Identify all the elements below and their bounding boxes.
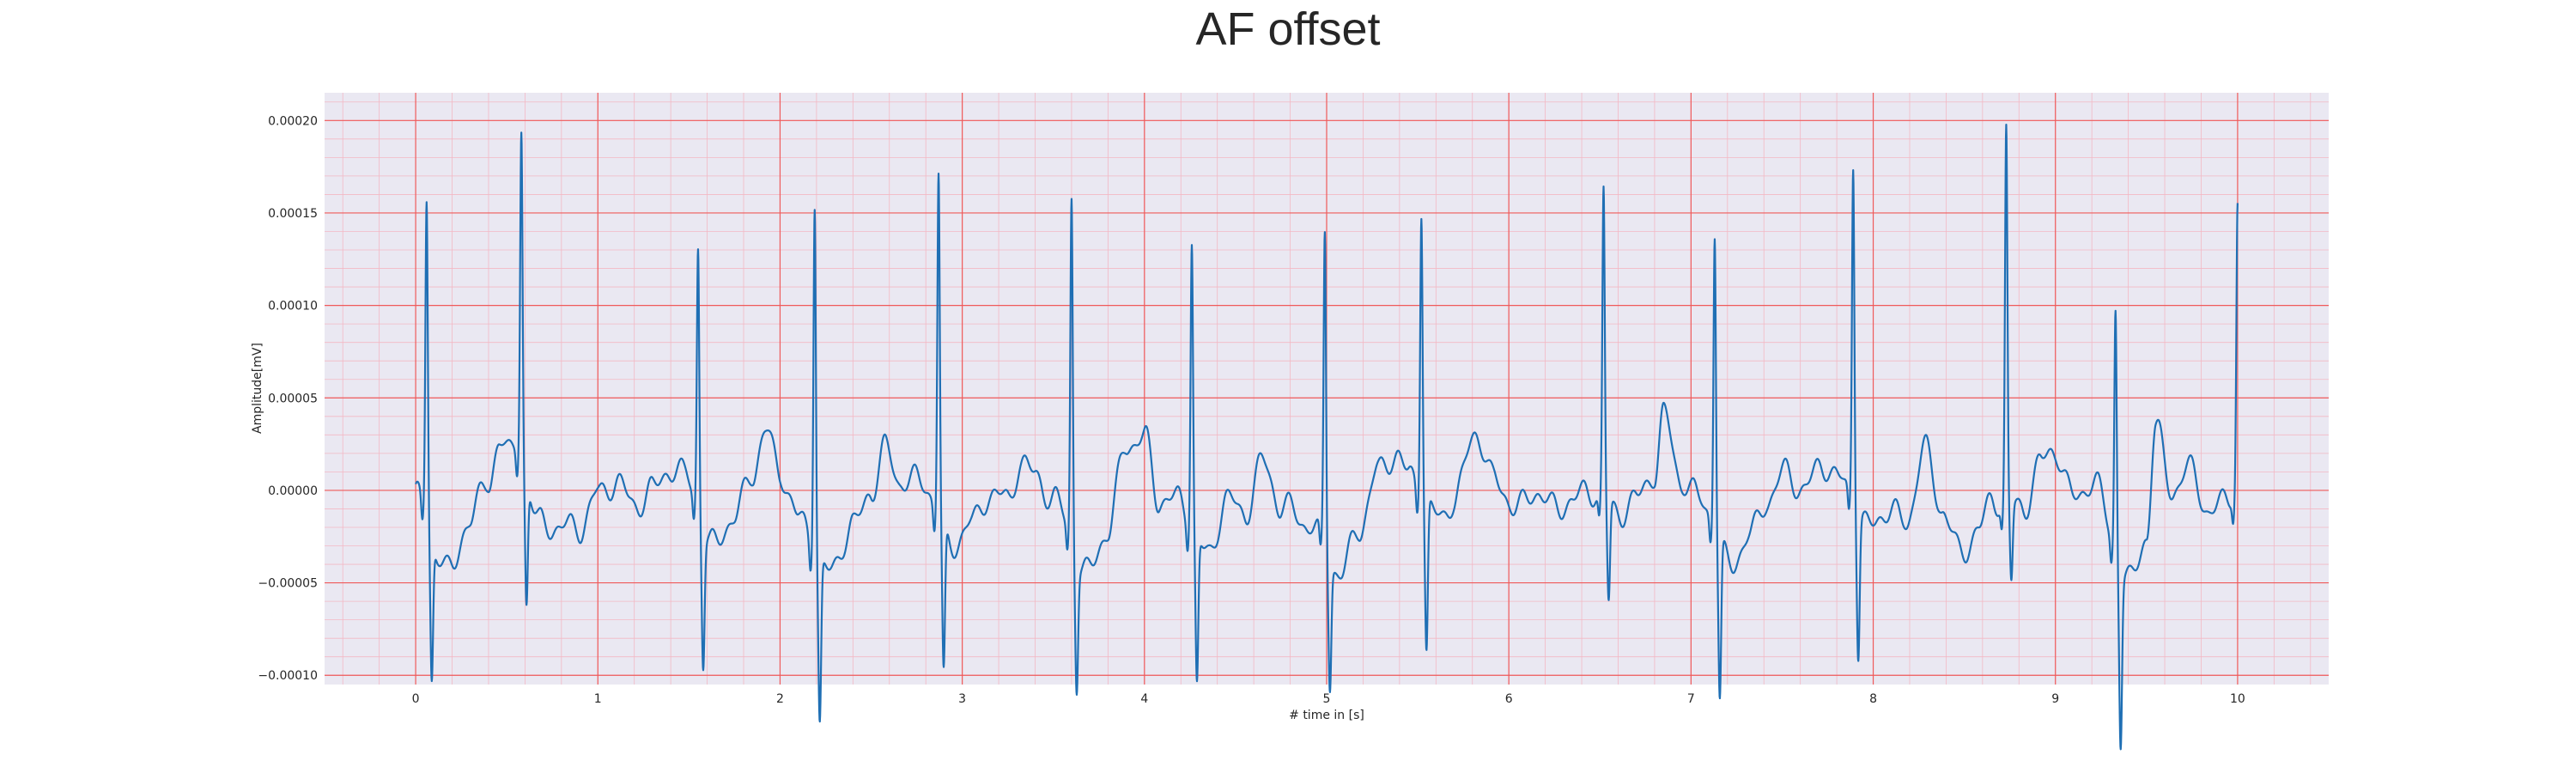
x-tick-label: 9 — [2051, 692, 2059, 706]
y-tick-label: 0.00010 — [268, 300, 318, 313]
x-tick-label: 4 — [1140, 692, 1148, 706]
y-tick-label: −0.00005 — [258, 577, 318, 591]
x-tick-label: 5 — [1323, 692, 1331, 706]
x-tick-label: 3 — [958, 692, 966, 706]
y-tick-label: 0.00015 — [268, 207, 318, 221]
x-tick-label: 7 — [1687, 692, 1695, 706]
x-tick-label: 0 — [412, 692, 420, 706]
x-axis-label: # time in [s] — [1289, 709, 1364, 722]
y-tick-label: −0.00010 — [258, 669, 318, 683]
chart-title: AF offset — [1195, 3, 1380, 55]
x-tick-label: 6 — [1505, 692, 1513, 706]
x-axis: 0 1 2 3 4 5 6 7 8 9 10 — [412, 692, 2245, 706]
y-axis-label: Amplitude[mV] — [251, 343, 264, 434]
y-axis: −0.00010 −0.00005 0.00000 0.00005 0.00010 0.0… — [258, 114, 318, 683]
x-tick-label: 10 — [2230, 692, 2245, 706]
y-tick-label: 0.00005 — [268, 392, 318, 405]
x-tick-label: 2 — [776, 692, 784, 706]
x-tick-label: 1 — [594, 692, 602, 706]
y-tick-label: 0.00020 — [268, 114, 318, 128]
x-tick-label: 8 — [1869, 692, 1877, 706]
y-tick-label: 0.00000 — [268, 484, 318, 498]
